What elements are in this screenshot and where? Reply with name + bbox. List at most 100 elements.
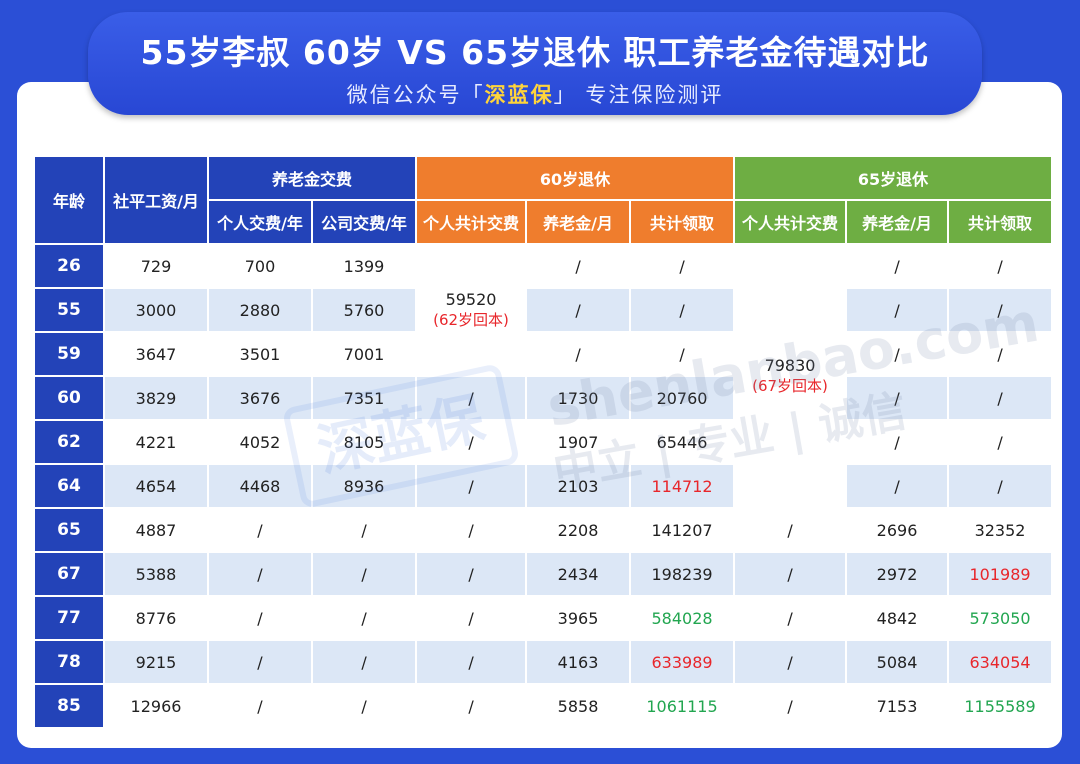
table-row: 60 3829 3676 7351 / 1730 20760 / / bbox=[35, 377, 1052, 419]
age-cell: 55 bbox=[35, 289, 103, 331]
subtitle-prefix: 微信公众号「 bbox=[346, 83, 485, 107]
retire60-total-paid-merged: 59520 (62岁回本) bbox=[417, 245, 526, 375]
salary-cell: 4654 bbox=[105, 465, 207, 507]
p60-total-cell: 198239 bbox=[631, 553, 734, 595]
salary-cell: 3647 bbox=[105, 333, 207, 375]
p65-pension-cell: / bbox=[847, 289, 948, 331]
p65-paid-cell: / bbox=[735, 685, 846, 727]
page-subtitle: 微信公众号「深蓝保」 专注保险测评 bbox=[88, 79, 982, 109]
personal-cell: / bbox=[209, 553, 311, 595]
table-row: 67 5388 / / / 2434 198239 / 2972 101989 bbox=[35, 553, 1052, 595]
company-cell: / bbox=[313, 641, 416, 683]
p60-total-cell: / bbox=[631, 289, 734, 331]
table-row: 78 9215 / / / 4163 633989 / 5084 634054 bbox=[35, 641, 1052, 683]
p65-total-cell: / bbox=[949, 245, 1052, 287]
company-cell: 5760 bbox=[313, 289, 416, 331]
p65-pension-cell: / bbox=[847, 333, 948, 375]
p65-total-cell: / bbox=[949, 333, 1052, 375]
p65-pension-cell: 4842 bbox=[847, 597, 948, 639]
p65-total-cell: / bbox=[949, 289, 1052, 331]
company-cell: 8936 bbox=[313, 465, 416, 507]
salary-cell: 8776 bbox=[105, 597, 207, 639]
p65-paid-cell: / bbox=[735, 597, 846, 639]
subtitle-brand: 深蓝保 bbox=[484, 83, 554, 107]
p60-total-cell: 633989 bbox=[631, 641, 734, 683]
page-title: 55岁李叔 60岁 VS 65岁退休 职工养老金待遇对比 bbox=[140, 33, 930, 72]
p60-paid-cell: / bbox=[417, 641, 526, 683]
p60-total-cell: 20760 bbox=[631, 377, 734, 419]
company-cell: 1399 bbox=[313, 245, 416, 287]
header-65-total-received: 共计领取 bbox=[949, 201, 1052, 243]
salary-cell: 4887 bbox=[105, 509, 207, 551]
p65-total-cell: 634054 bbox=[949, 641, 1052, 683]
p60-pension-cell: / bbox=[527, 245, 630, 287]
table-row: 62 4221 4052 8105 / 1907 65446 / / bbox=[35, 421, 1052, 463]
age-cell: 64 bbox=[35, 465, 103, 507]
p65-paid-cell: / bbox=[735, 641, 846, 683]
p60-pension-cell: 2103 bbox=[527, 465, 630, 507]
table-row: 59 3647 3501 7001 / / / / bbox=[35, 333, 1052, 375]
p65-pension-cell: 7153 bbox=[847, 685, 948, 727]
age-cell: 62 bbox=[35, 421, 103, 463]
salary-cell: 12966 bbox=[105, 685, 207, 727]
salary-cell: 5388 bbox=[105, 553, 207, 595]
header-company: 公司交费/年 bbox=[313, 201, 416, 243]
p65-total-cell: / bbox=[949, 377, 1052, 419]
company-cell: / bbox=[313, 509, 416, 551]
header-60-pension: 养老金/月 bbox=[527, 201, 630, 243]
retire65-total-paid-merged: 79830 (67岁回本) bbox=[735, 245, 846, 507]
age-cell: 67 bbox=[35, 553, 103, 595]
header-60-total-received: 共计领取 bbox=[631, 201, 734, 243]
age-cell: 85 bbox=[35, 685, 103, 727]
company-cell: 7001 bbox=[313, 333, 416, 375]
retire65-total-paid-value: 79830 bbox=[764, 356, 816, 375]
p65-total-cell: 1155589 bbox=[949, 685, 1052, 727]
header-65-total-paid: 个人共计交费 bbox=[735, 201, 846, 243]
p65-total-cell: 101989 bbox=[949, 553, 1052, 595]
table-row: 65 4887 / / / 2208 141207 / 2696 32352 bbox=[35, 509, 1052, 551]
company-cell: 7351 bbox=[313, 377, 416, 419]
salary-cell: 729 bbox=[105, 245, 207, 287]
age-cell: 59 bbox=[35, 333, 103, 375]
table-row: 64 4654 4468 8936 / 2103 114712 / / bbox=[35, 465, 1052, 507]
table-row: 55 3000 2880 5760 / / / / bbox=[35, 289, 1052, 331]
p60-total-cell: 584028 bbox=[631, 597, 734, 639]
p65-pension-cell: / bbox=[847, 245, 948, 287]
header-personal: 个人交费/年 bbox=[209, 201, 311, 243]
p60-total-cell: / bbox=[631, 333, 734, 375]
personal-cell: / bbox=[209, 509, 311, 551]
personal-cell: 4468 bbox=[209, 465, 311, 507]
salary-cell: 3829 bbox=[105, 377, 207, 419]
p65-pension-cell: / bbox=[847, 421, 948, 463]
p60-paid-cell: / bbox=[417, 377, 526, 419]
p65-paid-cell: / bbox=[735, 509, 846, 551]
age-cell: 60 bbox=[35, 377, 103, 419]
p60-pension-cell: / bbox=[527, 289, 630, 331]
personal-cell: 2880 bbox=[209, 289, 311, 331]
table-row: 77 8776 / / / 3965 584028 / 4842 573050 bbox=[35, 597, 1052, 639]
salary-cell: 3000 bbox=[105, 289, 207, 331]
table-row: 85 12966 / / / 5858 1061115 / 7153 11555… bbox=[35, 685, 1052, 727]
retire60-payback-note: (62岁回本) bbox=[433, 311, 509, 329]
header-contribution: 养老金交费 bbox=[209, 157, 416, 199]
p65-total-cell: 573050 bbox=[949, 597, 1052, 639]
salary-cell: 9215 bbox=[105, 641, 207, 683]
p60-total-cell: 1061115 bbox=[631, 685, 734, 727]
header-65-pension: 养老金/月 bbox=[847, 201, 948, 243]
p60-total-cell: 141207 bbox=[631, 509, 734, 551]
personal-cell: 700 bbox=[209, 245, 311, 287]
header-60-total-paid: 个人共计交费 bbox=[417, 201, 526, 243]
p60-pension-cell: / bbox=[527, 333, 630, 375]
personal-cell: / bbox=[209, 641, 311, 683]
p60-paid-cell: / bbox=[417, 509, 526, 551]
personal-cell: 3501 bbox=[209, 333, 311, 375]
pension-comparison-table: 年龄 社平工资/月 养老金交费 60岁退休 65岁退休 个人交费/年 公司交费/… bbox=[33, 155, 1053, 729]
company-cell: 8105 bbox=[313, 421, 416, 463]
salary-cell: 4221 bbox=[105, 421, 207, 463]
table-row: 26 729 700 1399 59520 (62岁回本) / / 79830 … bbox=[35, 245, 1052, 507]
p60-pension-cell: 2208 bbox=[527, 509, 630, 551]
p65-pension-cell: / bbox=[847, 465, 948, 507]
p60-pension-cell: 2434 bbox=[527, 553, 630, 595]
p60-total-cell: 65446 bbox=[631, 421, 734, 463]
retire65-payback-note: (67岁回本) bbox=[752, 377, 828, 395]
